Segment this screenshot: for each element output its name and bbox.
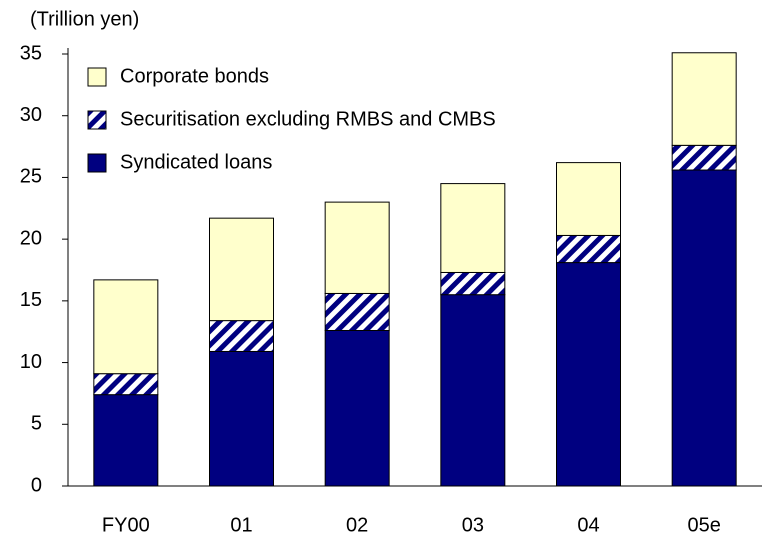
bar-segment (93, 394, 159, 487)
bar-segment (556, 234, 621, 264)
bar-segment (324, 201, 390, 294)
legend-swatch (87, 153, 107, 173)
y-tick-label: 35 (20, 42, 42, 64)
y-tick-label: 0 (31, 474, 42, 496)
x-tick-label: 03 (462, 514, 484, 536)
bar-segment (209, 350, 274, 487)
x-tick-label: 01 (230, 514, 252, 536)
y-axis-label: (Trillion yen) (30, 8, 139, 30)
x-tick-label: 02 (346, 514, 368, 536)
y-tick-label: 20 (20, 227, 42, 249)
y-tick-label: 30 (20, 104, 42, 126)
bar-segment (671, 144, 737, 171)
x-tick-label: 05e (687, 514, 720, 536)
bar-segment (93, 279, 159, 375)
x-tick-label: FY00 (102, 514, 150, 536)
legend-swatch (87, 110, 107, 130)
bar-segment (440, 271, 506, 296)
y-tick-label: 10 (20, 351, 42, 373)
y-tick-label: 5 (31, 413, 42, 435)
bar-segment (556, 262, 621, 487)
x-tick-label: 04 (577, 514, 599, 536)
legend-label: Syndicated loans (120, 151, 272, 173)
bar-segment (209, 320, 274, 352)
legend-label: Corporate bonds (120, 65, 269, 87)
y-tick-label: 25 (20, 166, 42, 188)
bar-segment (440, 183, 506, 273)
bar-segment (671, 52, 737, 146)
legend-swatch (87, 67, 107, 87)
bar-segment (324, 292, 390, 331)
bar-segment (556, 162, 621, 236)
bar-segment (93, 373, 159, 396)
legend-label: Securitisation excluding RMBS and CMBS (120, 108, 496, 130)
bar-segment (209, 217, 274, 322)
bar-segment (324, 329, 390, 487)
bar-segment (440, 294, 506, 487)
y-tick-label: 15 (20, 289, 42, 311)
bar-segment (671, 169, 737, 487)
